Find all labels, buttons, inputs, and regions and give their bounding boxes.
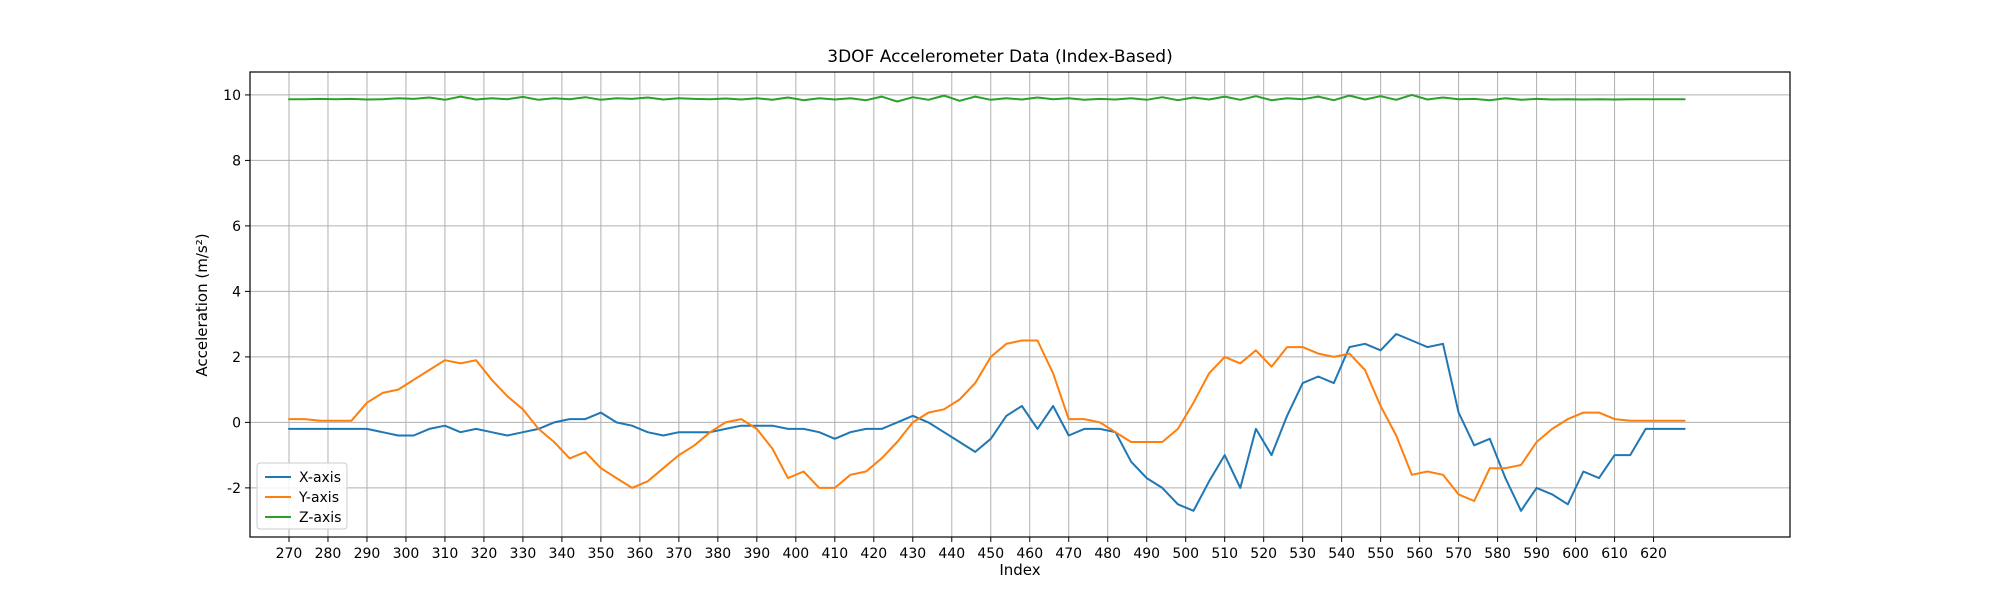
y-tick-label: 0 [232, 415, 241, 431]
x-tick-label: 400 [782, 546, 809, 562]
axes-frame [249, 71, 1791, 538]
series-line-x-axis [288, 333, 1686, 512]
x-tick-label: 570 [1445, 546, 1472, 562]
x-tick-label: 480 [1094, 546, 1121, 562]
legend-label: X-axis [299, 470, 341, 486]
x-tick-label: 420 [860, 546, 887, 562]
x-tick-label: 350 [588, 546, 615, 562]
x-tick-label: 470 [1055, 546, 1082, 562]
x-tick-label: 290 [354, 546, 381, 562]
series-line-z-axis [288, 93, 1686, 103]
x-tick-label: 340 [549, 546, 576, 562]
x-tick-label: 440 [938, 546, 965, 562]
legend-box [256, 462, 348, 530]
x-tick-label: 310 [432, 546, 459, 562]
x-tick-label: 500 [1172, 546, 1199, 562]
legend: X-axis Y-axis Z-axis [256, 462, 348, 530]
series-lines [288, 93, 1686, 512]
x-tick-label: 510 [1211, 546, 1238, 562]
y-tick-label: 6 [232, 219, 241, 235]
x-tick-label: 550 [1367, 546, 1394, 562]
x-tick-label: 460 [1016, 546, 1043, 562]
x-tick-label: 610 [1601, 546, 1628, 562]
x-axis-label: Index [999, 561, 1040, 579]
x-tick-label: 520 [1250, 546, 1277, 562]
x-tick-label: 540 [1328, 546, 1355, 562]
x-tick-label: 320 [471, 546, 498, 562]
y-tick-label: 4 [232, 284, 241, 300]
x-tick-label: 450 [977, 546, 1004, 562]
y-axis-label: Acceleration (m/s²) [193, 233, 211, 376]
x-tick-label: 430 [899, 546, 926, 562]
y-tick-label: -2 [227, 481, 241, 497]
x-tick-label: 560 [1406, 546, 1433, 562]
chart-title: 3DOF Accelerometer Data (Index-Based) [827, 47, 1172, 67]
x-tick-label: 330 [510, 546, 537, 562]
x-tick-label: 590 [1523, 546, 1550, 562]
legend-label: Z-axis [299, 510, 341, 526]
x-tick-label: 270 [276, 546, 303, 562]
x-tick-label: 360 [627, 546, 654, 562]
y-tick-label: 2 [232, 350, 241, 366]
x-tick-label: 380 [704, 546, 731, 562]
x-tick-label: 280 [315, 546, 342, 562]
legend-label: Y-axis [298, 490, 339, 506]
series-line-y-axis [288, 339, 1686, 502]
x-tick-label: 620 [1640, 546, 1667, 562]
y-ticks: -2 0 2 4 6 8 10 [223, 88, 250, 497]
y-tick-label: 10 [223, 88, 241, 104]
x-tick-label: 390 [743, 546, 770, 562]
x-tick-label: 580 [1484, 546, 1511, 562]
x-tick-label: 300 [393, 546, 420, 562]
x-tick-label: 530 [1289, 546, 1316, 562]
y-tick-label: 8 [232, 153, 241, 169]
x-tick-label: 370 [665, 546, 692, 562]
x-ticks: 270 280 290 300 310 320 330 340 350 360 370 380 390 4… [276, 537, 1667, 562]
x-tick-label: 410 [821, 546, 848, 562]
grid-lines [250, 72, 1790, 537]
x-tick-label: 600 [1562, 546, 1589, 562]
x-tick-label: 490 [1133, 546, 1160, 562]
